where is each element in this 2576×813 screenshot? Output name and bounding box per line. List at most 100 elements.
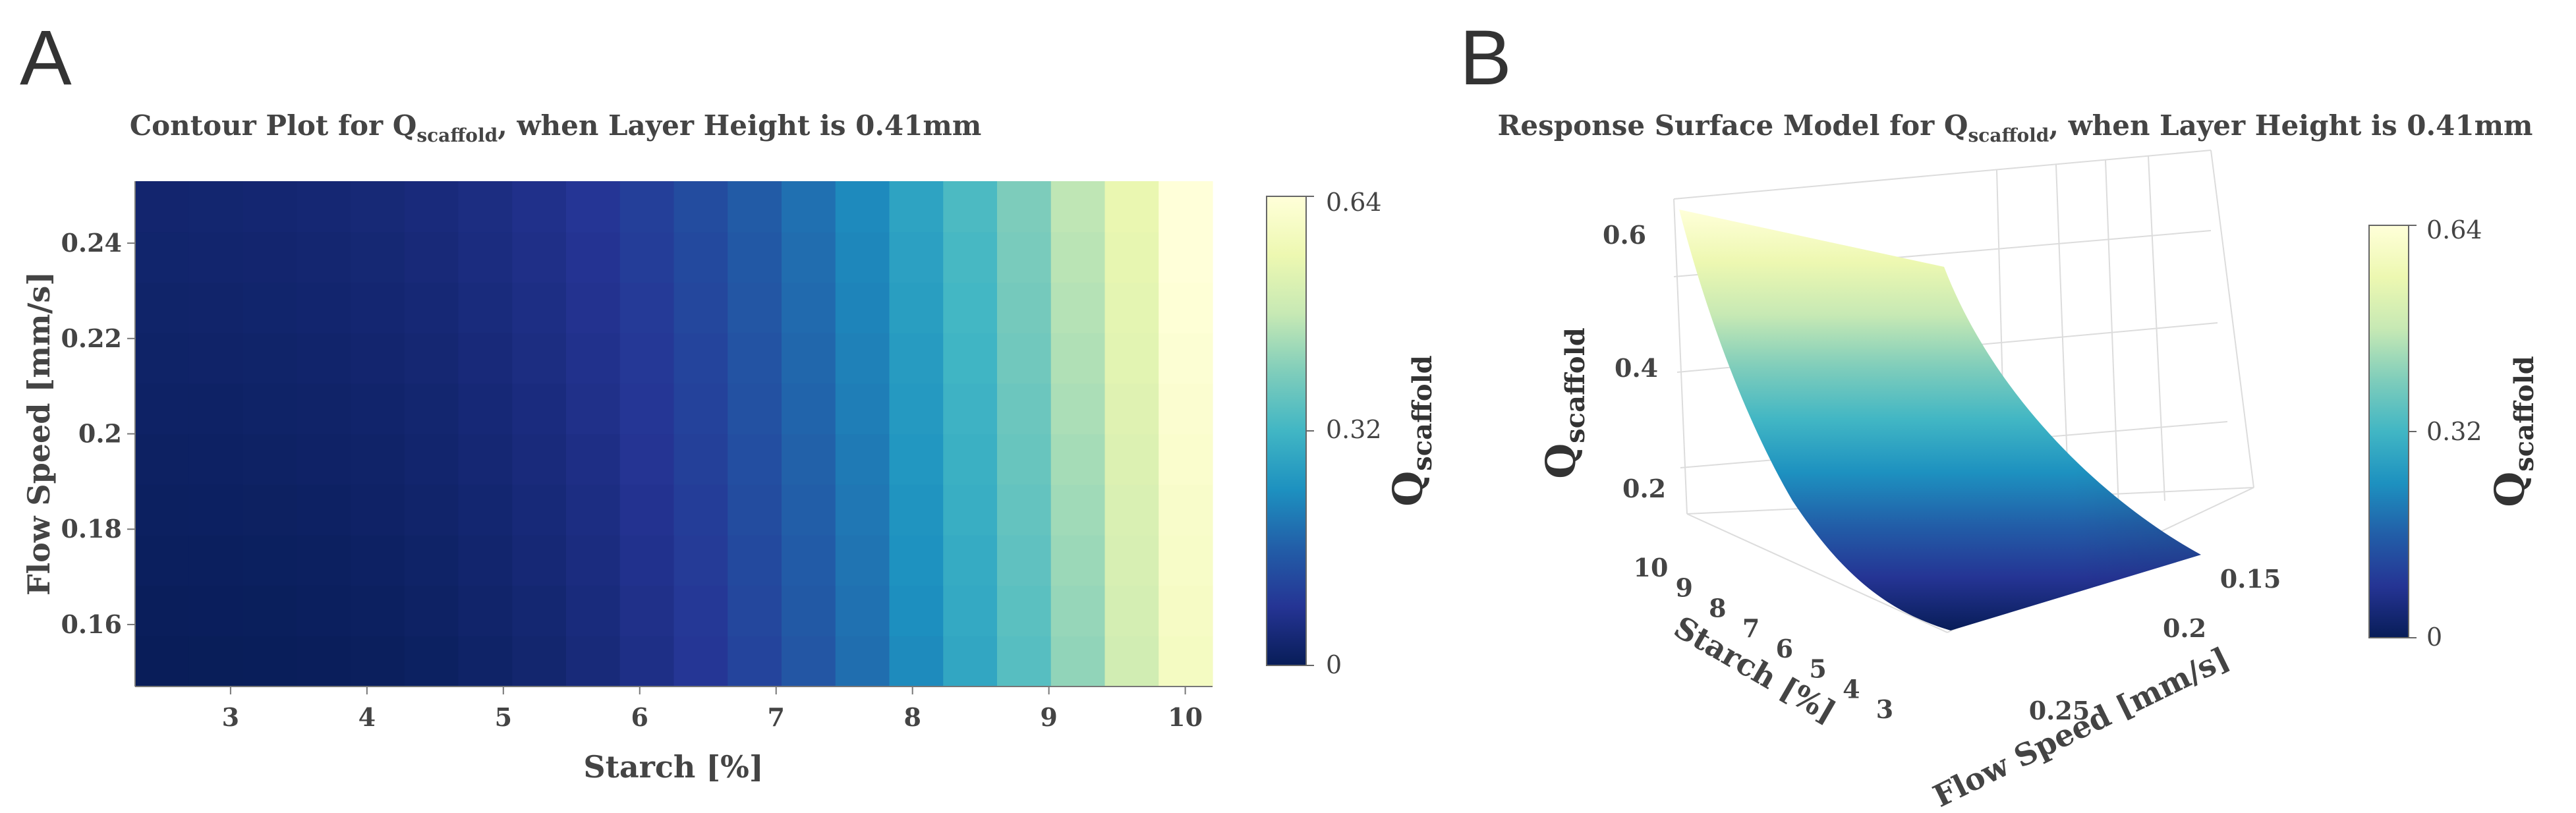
- heatmap-cell: [728, 484, 782, 536]
- heatmap-cell: [135, 434, 190, 485]
- y-tick-label: 0.2: [78, 419, 122, 449]
- heatmap-cell: [1104, 534, 1159, 586]
- starch-tick-label: 3: [1876, 694, 1893, 724]
- heatmap-cell: [1104, 484, 1159, 536]
- starch-tick-label: 8: [1709, 593, 1726, 623]
- heatmap-cell: [673, 282, 728, 333]
- heatmap-cell: [619, 383, 675, 435]
- colorbar-a: [1266, 196, 1307, 666]
- grid-line: [2210, 150, 2254, 488]
- heatmap-cell: [835, 636, 890, 687]
- x-tick-label: 4: [358, 702, 376, 732]
- heatmap-cell: [782, 585, 836, 636]
- heatmap-cell: [566, 484, 621, 536]
- heatmap-cell: [351, 181, 405, 233]
- colorbar-b-tick-max: 0.64: [2426, 215, 2482, 244]
- heatmap-cell: [188, 534, 244, 586]
- heatmap-cell: [1050, 484, 1106, 536]
- flow-speed-ticks: 0.15 0.2 0.25: [2029, 564, 2281, 725]
- heatmap-cell: [835, 282, 890, 333]
- heatmap-cell: [404, 534, 459, 586]
- heatmap-cell: [997, 585, 1052, 636]
- heatmap-cell: [566, 534, 621, 586]
- heatmap-cell: [943, 636, 998, 687]
- heatmap-cell: [728, 333, 782, 384]
- heatmap-cell: [243, 585, 297, 636]
- heatmap-cell: [997, 181, 1052, 233]
- heatmap-cell: [404, 585, 459, 636]
- heatmap-cell: [512, 636, 567, 687]
- heatmap-cell: [1104, 333, 1159, 384]
- heatmap-cell: [889, 534, 944, 586]
- heatmap-cell: [135, 534, 190, 586]
- heatmap-cell: [943, 534, 998, 586]
- z-tick-0.6: 0.6: [1603, 220, 1646, 250]
- heatmap-y-axis-label: Flow Speed [mm/s]: [21, 271, 57, 596]
- heatmap-cell: [728, 636, 782, 687]
- heatmap-cell: [943, 383, 998, 435]
- heatmap-cell: [943, 231, 998, 283]
- starch-tick-label: 7: [1742, 613, 1760, 643]
- heatmap-cell: [1104, 181, 1159, 233]
- heatmap-cell: [297, 282, 351, 333]
- heatmap-cell: [1104, 585, 1159, 636]
- heatmap-cell: [566, 383, 621, 435]
- x-tick-label: 6: [631, 702, 648, 732]
- heatmap-cell: [889, 585, 944, 636]
- heatmap-cell: [997, 534, 1052, 586]
- heatmap-cell: [458, 282, 513, 333]
- heatmap-cell: [943, 282, 998, 333]
- heatmap-cell: [943, 585, 998, 636]
- heatmap-cell: [1104, 383, 1159, 435]
- heatmap-cell: [782, 333, 836, 384]
- heatmap-cell: [297, 383, 351, 435]
- heatmap-cell: [835, 231, 890, 283]
- heatmap-cell: [1050, 434, 1106, 485]
- heatmap-cell: [619, 282, 675, 333]
- heatmap-cell: [135, 333, 190, 384]
- heatmap-cell: [512, 282, 567, 333]
- heatmap-cell: [1050, 636, 1106, 687]
- heatmap-cell: [297, 585, 351, 636]
- starch-tick-label: 10: [1634, 553, 1669, 582]
- heatmap-cell: [188, 181, 244, 233]
- heatmap-x-axis-label: Starch [%]: [583, 749, 763, 785]
- heatmap-cell: [243, 434, 297, 485]
- heatmap-cell: [404, 231, 459, 283]
- heatmap-cell: [889, 231, 944, 283]
- heatmap-cell: [943, 181, 998, 233]
- heatmap-cell: [1104, 231, 1159, 283]
- heatmap-cell: [243, 333, 297, 384]
- heatmap-cell: [619, 434, 675, 485]
- heatmap-cell: [458, 636, 513, 687]
- heatmap-cell: [1159, 534, 1213, 586]
- x-tick-label: 8: [903, 702, 921, 732]
- heatmap-cell: [835, 181, 890, 233]
- heatmap-y-ticks: 0.16 0.18 0.2 0.22 0.24: [61, 228, 135, 639]
- heatmap-cell: [566, 636, 621, 687]
- heatmap-cell: [188, 434, 244, 485]
- heatmap-cell: [404, 484, 459, 536]
- surface-z-axis-label: Qscaffold: [1537, 327, 1591, 479]
- heatmap-cell: [728, 383, 782, 435]
- heatmap-cell: [782, 484, 836, 536]
- heatmap-cell: [243, 636, 297, 687]
- heatmap-cell: [458, 181, 513, 233]
- heatmap-cell: [297, 231, 351, 283]
- heatmap-cell: [404, 181, 459, 233]
- heatmap-cell: [351, 534, 405, 586]
- heatmap-cell: [997, 231, 1052, 283]
- heatmap-cell: [997, 434, 1052, 485]
- starch-tick-label: 6: [1776, 634, 1793, 663]
- starch-tick-label: 5: [1809, 654, 1826, 684]
- heatmap-cell: [458, 434, 513, 485]
- grid-line: [1686, 513, 1948, 633]
- heatmap-cell: [566, 434, 621, 485]
- x-tick-label: 7: [767, 702, 784, 732]
- heatmap-cell: [889, 282, 944, 333]
- heatmap-cell: [673, 434, 728, 485]
- heatmap-cell: [1050, 181, 1106, 233]
